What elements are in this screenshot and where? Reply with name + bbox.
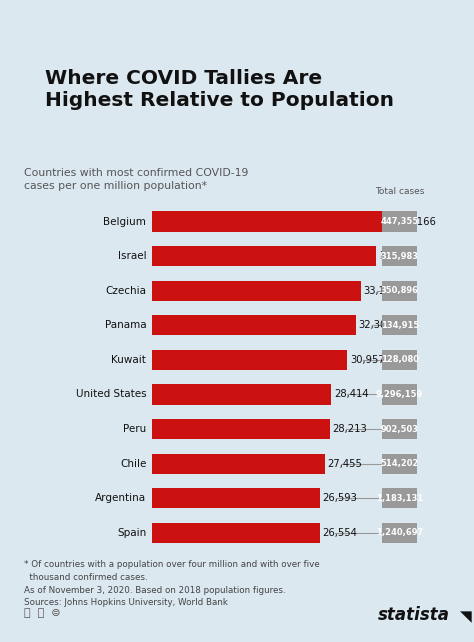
Text: 28,414: 28,414: [334, 390, 368, 399]
Text: Panama: Panama: [105, 320, 146, 330]
Text: Israel: Israel: [118, 251, 146, 261]
Text: 33,103: 33,103: [364, 286, 398, 296]
Text: 27,455: 27,455: [328, 458, 363, 469]
Text: 26,593: 26,593: [322, 493, 357, 503]
Text: statista: statista: [378, 606, 450, 624]
FancyBboxPatch shape: [383, 246, 417, 266]
Bar: [152, 454, 325, 474]
FancyBboxPatch shape: [383, 523, 417, 543]
Text: 514,202: 514,202: [381, 459, 419, 468]
FancyBboxPatch shape: [383, 350, 417, 370]
Text: Chile: Chile: [120, 458, 146, 469]
FancyBboxPatch shape: [383, 281, 417, 300]
Text: 39,166: 39,166: [402, 216, 437, 227]
Text: 134,915: 134,915: [381, 321, 419, 330]
Bar: [152, 350, 347, 370]
Bar: [152, 419, 330, 439]
Text: * Of countries with a population over four million and with over five
  thousand: * Of countries with a population over fo…: [24, 560, 319, 607]
Text: ⓒ  ⓘ  ⊜: ⓒ ⓘ ⊜: [24, 607, 60, 618]
Text: Belgium: Belgium: [103, 216, 146, 227]
Text: Total cases: Total cases: [375, 187, 424, 196]
Text: Spain: Spain: [117, 528, 146, 538]
Text: 128,080: 128,080: [381, 356, 419, 365]
Text: Peru: Peru: [123, 424, 146, 434]
FancyBboxPatch shape: [383, 315, 417, 335]
Text: United States: United States: [76, 390, 146, 399]
Text: 9,296,159: 9,296,159: [376, 390, 423, 399]
FancyBboxPatch shape: [383, 211, 417, 232]
Text: 315,983: 315,983: [381, 252, 419, 261]
Bar: [152, 281, 361, 300]
FancyBboxPatch shape: [383, 454, 417, 474]
Text: 28,213: 28,213: [333, 424, 367, 434]
Text: ◥: ◥: [460, 609, 472, 624]
Text: 447,355: 447,355: [381, 217, 419, 226]
FancyBboxPatch shape: [383, 419, 417, 439]
Text: 902,503: 902,503: [381, 424, 419, 433]
Text: 26,554: 26,554: [322, 528, 357, 538]
Text: Countries with most confirmed COVID-19
cases per one million population*: Countries with most confirmed COVID-19 c…: [24, 168, 248, 191]
FancyBboxPatch shape: [383, 385, 417, 404]
Bar: [152, 211, 399, 232]
Text: Czechia: Czechia: [105, 286, 146, 296]
Text: 1,240,697: 1,240,697: [376, 528, 423, 537]
Text: Where COVID Tallies Are
Highest Relative to Population: Where COVID Tallies Are Highest Relative…: [45, 69, 394, 110]
Bar: [152, 488, 320, 508]
Text: 35,572: 35,572: [379, 251, 414, 261]
FancyBboxPatch shape: [383, 488, 417, 508]
Text: Argentina: Argentina: [95, 493, 146, 503]
Bar: [152, 246, 376, 266]
Text: 350,896: 350,896: [381, 286, 419, 295]
Text: 32,300: 32,300: [358, 320, 393, 330]
Text: Kuwait: Kuwait: [111, 355, 146, 365]
Text: 30,957: 30,957: [350, 355, 384, 365]
Bar: [152, 523, 319, 543]
Text: 1,183,131: 1,183,131: [376, 494, 423, 503]
Bar: [152, 385, 331, 404]
Bar: [152, 315, 356, 335]
